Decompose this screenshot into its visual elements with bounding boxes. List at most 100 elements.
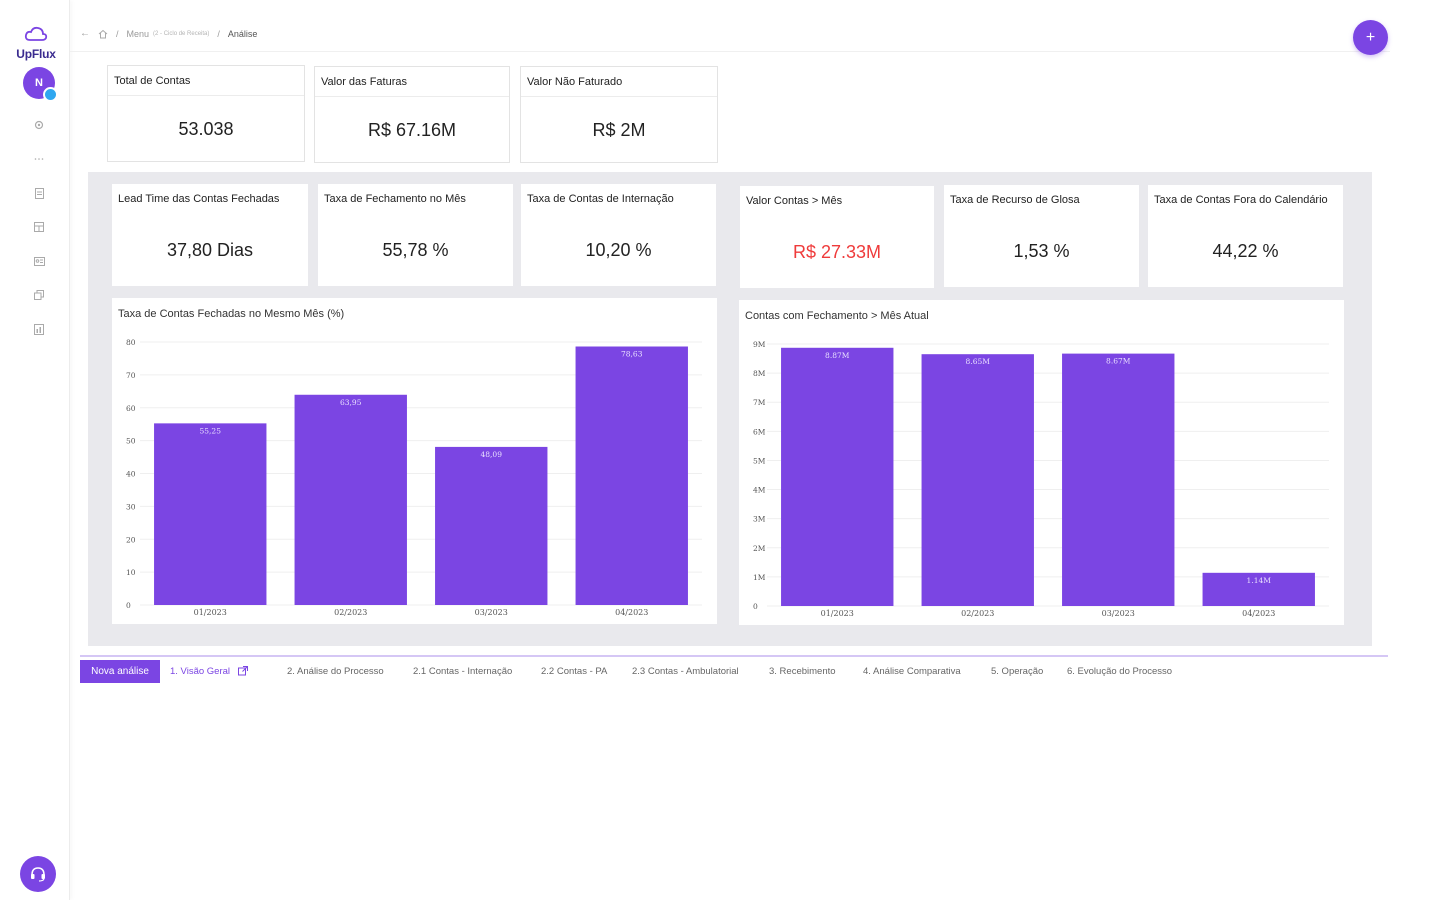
bar [1062,353,1175,606]
x-tick-label: 04/2023 [1242,609,1275,618]
card-divider [108,95,304,96]
id-card-icon[interactable] [32,254,46,268]
breadcrumb-separator: / [217,28,220,39]
x-tick-label: 03/2023 [475,608,508,617]
y-tick-label: 70 [126,371,136,380]
external-link-icon[interactable] [238,666,249,676]
new-analysis-button[interactable]: Nova análise [80,660,160,683]
y-tick-label: 8M [753,369,766,378]
bar-value-label: 8.67M [1106,357,1131,366]
home-icon[interactable] [98,29,108,39]
kpi-fora-calendario: Taxa de Contas Fora do Calendário 44,22 … [1148,185,1343,287]
y-tick-label: 10 [126,568,136,577]
tab-5[interactable]: 2.3 Contas - Ambulatorial [632,666,739,677]
y-tick-label: 0 [753,602,758,611]
card-title: Total de Contas [114,75,191,87]
bar-chart-taxa-fechadas: 0 10 20 30 40 50 60 70 80 55,25 01/2023 63,95 02/202… [126,338,702,617]
y-tick-label: 2M [753,544,766,553]
card-divider [521,96,717,97]
card-title: Valor das Faturas [321,76,408,88]
kpi-taxa-glosa: Taxa de Recurso de Glosa 1,53 % [944,185,1139,287]
bar-chart-contas-fechamento: 0 1M 2M 3M 4M 5M 6M 7M 8M 9M 8.87M 01/2023 8.65M 02/2… [753,340,1329,618]
gear-icon[interactable] [32,118,46,132]
x-tick-label: 03/2023 [1102,609,1135,618]
chart-title: Contas com Fechamento > Mês Atual [745,310,929,322]
tabs-divider [80,655,1388,657]
document-icon[interactable] [32,186,46,200]
logo[interactable]: UpFlux [10,26,62,61]
avatar-status-badge [43,87,58,102]
sidebar: UpFlux N [0,0,70,900]
grid-icon[interactable] [32,220,46,234]
chart-card-taxa-fechadas: Taxa de Contas Fechadas no Mesmo Mês (%)… [112,298,717,624]
y-tick-label: 4M [753,486,766,495]
kpi-value: R$ 27.33M [792,242,882,262]
kpi-title: Taxa de Contas de Internação [527,193,674,205]
tab-2[interactable]: 2. Análise do Processo [287,666,384,677]
tab-3[interactable]: 2.1 Contas - Internação [413,666,513,677]
bar-value-label: 78,63 [621,350,643,359]
copy-icon[interactable] [32,288,46,302]
x-tick-label: 01/2023 [821,609,854,618]
card-value: 53.038 [178,119,234,139]
kpi-valor-contas-mes: Valor Contas > Mês R$ 27.33M [740,186,934,288]
headset-icon [31,867,45,882]
breadcrumb-separator: / [116,28,119,39]
breadcrumb: ← / Menu (2 - Ciclo de Receita) / Anális… [80,28,257,39]
tab-7[interactable]: 4. Análise Comparativa [863,666,961,677]
report-icon[interactable] [32,322,46,336]
kpi-value: 10,20 % [585,240,652,260]
kpi-value: 1,53 % [1013,241,1070,261]
card-title: Valor Não Faturado [527,76,623,88]
bar-value-label: 55,25 [200,426,222,435]
y-tick-label: 40 [126,470,136,479]
cloud-logo-icon [24,26,48,41]
y-tick-label: 6M [753,427,766,436]
breadcrumb-current: Análise [227,28,258,39]
y-tick-label: 1M [753,573,766,582]
bar-value-label: 8.87M [825,351,850,360]
y-tick-label: 50 [126,437,136,446]
tab-4[interactable]: 2.2 Contas - PA [541,666,608,677]
x-tick-label: 01/2023 [194,608,227,617]
tab-1[interactable]: 1. Visão Geral [170,666,249,677]
top-bar: ← / Menu (2 - Ciclo de Receita) / Anális… [70,18,1390,52]
bar [435,446,548,605]
logo-text: UpFlux [16,47,56,61]
support-button[interactable] [20,856,56,892]
avatar[interactable]: N [23,67,55,99]
bar [294,394,407,605]
bar [921,354,1034,606]
y-tick-label: 20 [126,535,136,544]
back-arrow-icon[interactable]: ← [80,28,90,39]
breadcrumb-menu[interactable]: Menu [126,28,150,39]
bar [1202,572,1315,606]
bar-value-label: 63,95 [340,398,362,407]
kpi-taxa-internacao: Taxa de Contas de Internação 10,20 % [521,184,716,286]
tab-9[interactable]: 6. Evolução do Processo [1067,666,1173,677]
kpi-taxa-fechamento: Taxa de Fechamento no Mês 55,78 % [318,184,513,286]
dashboard-panel: Lead Time das Contas Fechadas 37,80 Dias… [88,172,1372,646]
bar [154,423,267,605]
x-tick-label: 04/2023 [615,608,648,617]
y-tick-label: 80 [126,338,136,347]
bar-value-label: 8.65M [966,357,991,366]
x-tick-label: 02/2023 [961,609,994,618]
bar-value-label: 1.14M [1247,576,1272,585]
y-tick-label: 9M [753,340,766,349]
y-tick-label: 3M [753,515,766,524]
chart-title: Taxa de Contas Fechadas no Mesmo Mês (%) [118,308,345,320]
kpi-title: Taxa de Fechamento no Mês [324,193,466,205]
y-tick-label: 0 [126,601,131,610]
y-tick-label: 5M [753,456,766,465]
card-divider [315,96,509,97]
kpi-title: Taxa de Recurso de Glosa [950,194,1080,206]
kpi-title: Taxa de Contas Fora do Calendário [1154,194,1328,206]
add-button[interactable]: + [1353,20,1388,55]
card-value: R$ 2M [592,120,646,140]
tab-6[interactable]: 3. Recebimento [769,666,836,677]
kpi-lead-time: Lead Time das Contas Fechadas 37,80 Dias [112,184,308,286]
more-icon[interactable] [32,152,46,166]
breadcrumb-menu-detail[interactable]: (2 - Ciclo de Receita) [153,30,210,37]
tab-8[interactable]: 5. Operação [991,666,1044,677]
